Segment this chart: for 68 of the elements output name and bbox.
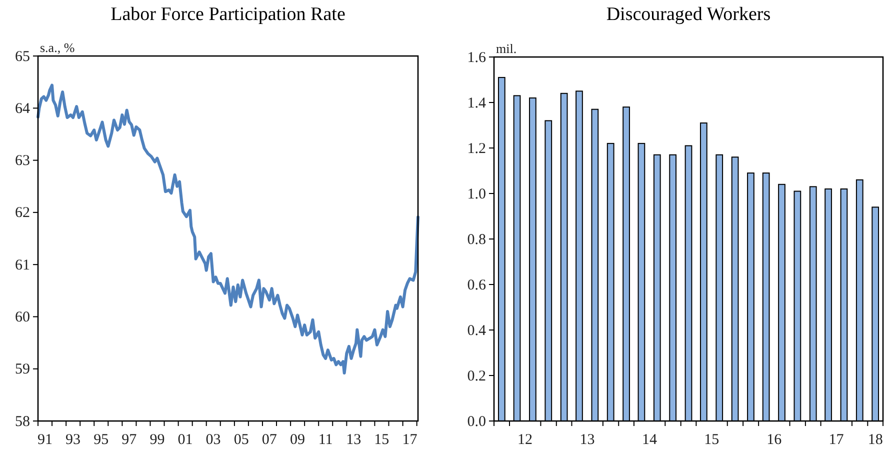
bar: [638, 142, 646, 422]
bar: [606, 142, 614, 422]
x-tick-label: 09: [290, 432, 306, 448]
y-tick-label: 63: [15, 153, 30, 170]
bar: [716, 154, 724, 422]
x-tick-label: 11: [318, 432, 333, 448]
bar: [560, 92, 568, 422]
bar: [498, 76, 506, 422]
y-tick-label: 64: [15, 100, 30, 117]
y-tick-label: 1.6: [467, 50, 486, 66]
y-axis-title: mil.: [496, 41, 517, 56]
chart-title: Discouraged Workers: [606, 4, 771, 25]
bar: [576, 90, 583, 422]
bar: [591, 108, 599, 422]
x-tick-label: 16: [766, 432, 782, 448]
x-tick-label: 91: [37, 432, 52, 448]
x-tick-label: 95: [94, 432, 109, 448]
y-tick-label: 60: [15, 310, 30, 326]
x-tick-label: 18: [868, 432, 883, 448]
x-tick-label: 15: [374, 432, 390, 448]
bar: [824, 188, 832, 422]
bar: [513, 95, 521, 422]
line-series: [36, 84, 420, 375]
bar: [747, 172, 754, 422]
y-axis-title: s.a., %: [40, 40, 75, 55]
x-tick-label: 13: [346, 432, 362, 448]
x-tick-label: 14: [642, 432, 658, 448]
y-tick-label: 0.2: [467, 368, 486, 384]
bar: [684, 145, 692, 422]
y-tick-label: 62: [15, 205, 30, 222]
bar: [731, 156, 739, 422]
bar: [653, 154, 661, 422]
x-tick-label: 97: [122, 432, 138, 448]
bar: [778, 184, 786, 422]
bar: [700, 122, 708, 422]
x-tick-label: 15: [704, 432, 720, 448]
y-tick-label: 65: [15, 48, 30, 65]
bar: [762, 172, 770, 422]
bar: [669, 154, 677, 422]
y-tick-label: 61: [15, 257, 30, 274]
y-tick-label: 1.4: [467, 95, 486, 112]
x-tick-label: 99: [150, 432, 165, 448]
y-tick-label: 0.8: [467, 232, 486, 248]
x-tick-label: 93: [66, 432, 81, 448]
x-tick-label: 03: [206, 432, 221, 448]
bar: [622, 106, 630, 422]
x-tick-label: 05: [234, 432, 249, 448]
y-tick-label: 1.0: [467, 186, 486, 202]
chart-title: Labor Force Participation Rate: [110, 4, 346, 25]
bar: [840, 188, 848, 422]
x-tick-label: 01: [178, 432, 193, 448]
y-tick-label: 0.4: [467, 322, 486, 339]
y-tick-label: 59: [15, 362, 30, 378]
y-tick-label: 58: [15, 414, 30, 430]
bar: [544, 120, 552, 422]
x-tick-label: 12: [518, 432, 533, 448]
x-tick-label: 13: [580, 432, 595, 448]
bar: [872, 206, 880, 422]
x-tick-label: 07: [262, 432, 278, 448]
y-tick-label: 0.0: [467, 414, 486, 430]
bar: [809, 186, 817, 422]
y-tick-label: 0.6: [467, 277, 486, 294]
x-tick-label: 17: [828, 432, 844, 448]
bar: [856, 179, 864, 422]
bar: [794, 190, 802, 422]
x-tick-label: 17: [402, 432, 418, 448]
bar: [529, 97, 536, 422]
y-tick-label: 1.2: [467, 140, 486, 157]
